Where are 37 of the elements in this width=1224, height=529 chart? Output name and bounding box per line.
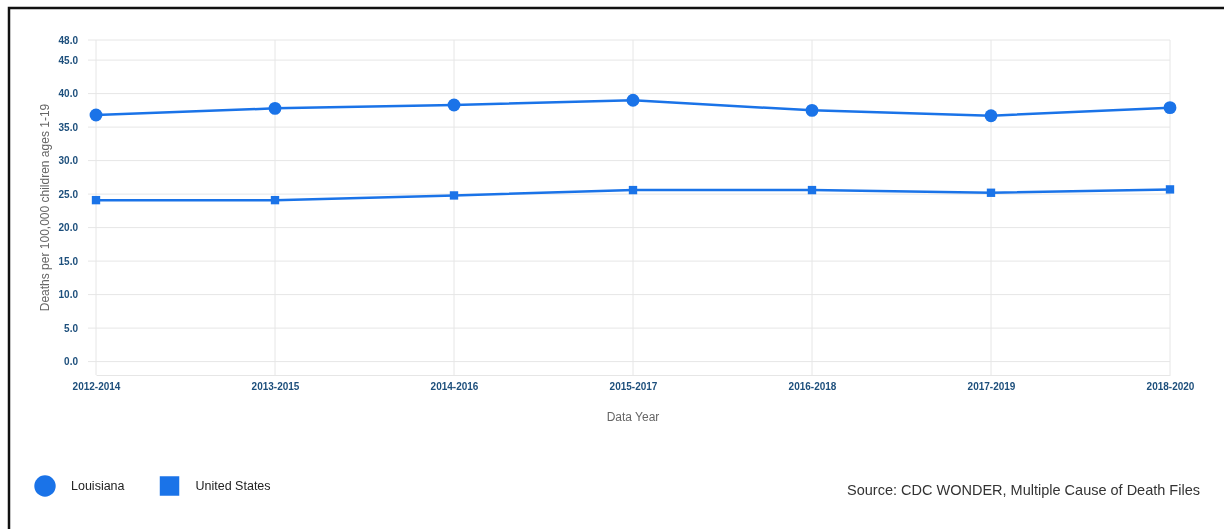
point [1165, 185, 1175, 194]
point [1163, 101, 1177, 115]
x-axis-title: Data Year [606, 410, 660, 424]
y-tick-label: 25.0 [58, 188, 79, 200]
point [89, 108, 103, 122]
point [268, 101, 282, 115]
y-axis-title: Deaths per 100,000 children ages 1-19 [38, 103, 52, 312]
y-tick-label: 20.0 [58, 222, 79, 234]
y-tick-label: 48.0 [58, 34, 79, 46]
point [626, 93, 640, 107]
point [986, 188, 996, 197]
x-tick-label: 2012-2014 [72, 381, 121, 393]
point [807, 185, 817, 195]
y-tick-label: 15.0 [58, 255, 79, 267]
legend-label: United States [195, 479, 271, 493]
x-tick-label: 2013-2015 [251, 381, 300, 393]
x-tick-label: 2016-2018 [788, 381, 837, 393]
x-tick-label: 2015-2017 [609, 381, 658, 393]
point [270, 195, 280, 205]
source-note: Source: CDC WONDER, Multiple Cause of Death Files [847, 482, 1200, 498]
y-tick-label: 0.0 [64, 356, 79, 368]
y-tick-label: 35.0 [58, 121, 79, 133]
y-tick-label: 30.0 [58, 155, 79, 167]
x-tick-label: 2018-2020 [1146, 381, 1195, 393]
point [449, 191, 459, 200]
x-tick-label: 2014-2016 [430, 381, 479, 393]
point [91, 195, 101, 205]
point [984, 109, 998, 123]
y-tick-label: 5.0 [64, 322, 79, 334]
point [628, 185, 638, 195]
x-tick-label: 2017-2019 [967, 381, 1016, 393]
y-tick-label: 10.0 [58, 289, 79, 301]
legend-label: Louisiana [71, 479, 125, 493]
point [447, 98, 461, 112]
point [805, 103, 819, 117]
y-tick-label: 40.0 [58, 88, 79, 100]
y-tick-label: 45.0 [58, 54, 79, 66]
